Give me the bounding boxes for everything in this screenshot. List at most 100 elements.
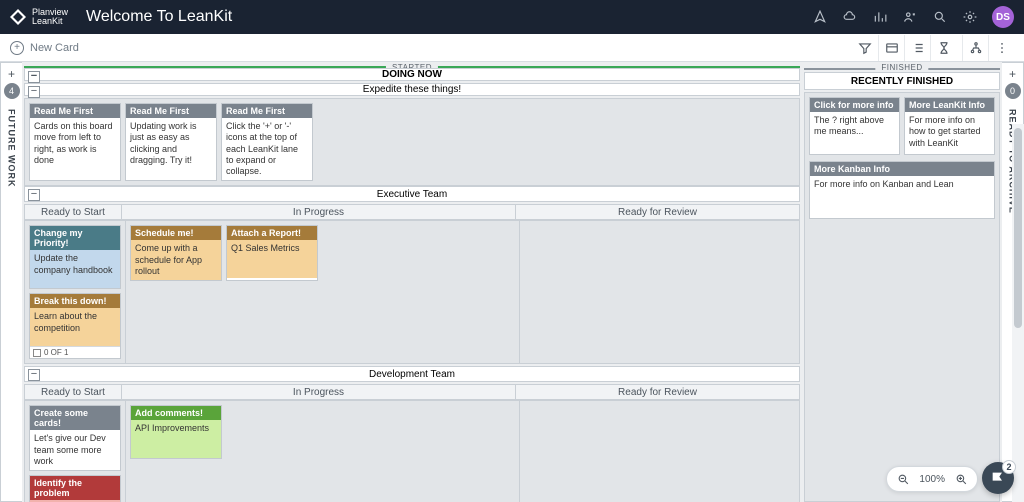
new-card-label: New Card (30, 42, 79, 54)
sublane-review[interactable]: Ready for Review (516, 384, 800, 400)
help-button[interactable]: 2 (982, 462, 1014, 494)
toolbar: + New Card (0, 34, 1024, 62)
rail-expand-icon[interactable]: + (1006, 67, 1020, 81)
dev-ready-col[interactable]: Create some cards!Let's give our Dev tea… (24, 400, 126, 502)
logo[interactable]: Planview LeanKit (10, 8, 68, 26)
card-title: Read Me First (30, 104, 120, 118)
sublane-ready[interactable]: Ready to Start (24, 384, 122, 400)
section-started: STARTED − DOING NOW − Expedite these thi… (24, 66, 800, 502)
more-icon[interactable] (988, 35, 1014, 61)
team-exec-title: Executive Team (377, 189, 447, 200)
lane-finished-title: RECENTLY FINISHED (851, 76, 953, 87)
hierarchy-icon[interactable] (962, 35, 988, 61)
lane-doing-now: − DOING NOW (24, 68, 800, 81)
card-body: Update the company handbook (30, 250, 120, 288)
kanban-card[interactable]: Click for more infoThe ? right above me … (809, 97, 900, 155)
collapse-icon[interactable]: − (28, 86, 40, 98)
compass-icon[interactable] (812, 9, 828, 25)
checkbox-icon[interactable] (33, 349, 41, 357)
card-title: Add comments! (131, 406, 221, 420)
finished-label: FINISHED (875, 63, 928, 72)
team-dev-title: Development Team (369, 369, 455, 380)
kanban-card[interactable]: More LeanKit InfoFor more info on how to… (904, 97, 995, 155)
exec-progress-col[interactable]: Schedule me!Come up with a schedule for … (126, 220, 520, 364)
zoom-in-icon[interactable] (953, 471, 969, 487)
card-title: Change my Priority! (30, 226, 120, 250)
filter-icon[interactable] (852, 35, 878, 61)
section-finished: FINISHED RECENTLY FINISHED Click for mor… (804, 66, 1000, 502)
kanban-card[interactable]: Read Me FirstUpdating work is just as ea… (125, 103, 217, 181)
sublane-progress[interactable]: In Progress (122, 384, 516, 400)
search-icon[interactable] (932, 9, 948, 25)
card-title: More LeanKit Info (905, 98, 994, 112)
scroll-thumb[interactable] (1014, 128, 1022, 328)
finished-lane-body[interactable]: Click for more infoThe ? right above me … (804, 92, 1000, 502)
plus-icon: + (10, 41, 24, 55)
kanban-card[interactable]: More Kanban InfoFor more info on Kanban … (809, 161, 995, 219)
settings-icon[interactable] (962, 9, 978, 25)
cloud-icon[interactable] (842, 9, 858, 25)
zoom-level: 100% (919, 474, 945, 485)
help-count-badge: 2 (1002, 460, 1016, 474)
chart-icon[interactable] (872, 9, 888, 25)
hourglass-icon[interactable] (930, 35, 956, 61)
app-header: Planview LeanKit Welcome To LeanKit DS (0, 0, 1024, 34)
kanban-card[interactable]: Identify the problemFind the hidden risk (29, 475, 121, 502)
exec-review-col[interactable] (520, 220, 800, 364)
rail-expand-icon[interactable]: + (5, 67, 19, 81)
card-body: For more info on how to get started with… (905, 112, 994, 154)
people-icon[interactable] (902, 9, 918, 25)
user-avatar[interactable]: DS (992, 6, 1014, 28)
zoom-out-icon[interactable] (895, 471, 911, 487)
dev-review-col[interactable] (520, 400, 800, 502)
board: + 4 FUTURE WORK STARTED − DOING NOW − Ex… (0, 62, 1024, 502)
dev-progress-col[interactable]: Add comments!API Improvements (126, 400, 520, 502)
toolbar-actions (852, 35, 1014, 61)
collapse-icon[interactable]: − (28, 71, 40, 83)
kanban-card[interactable]: Read Me FirstClick the '+' or '-' icons … (221, 103, 313, 181)
lane-doing-now-title: DOING NOW (382, 69, 442, 80)
lane-expedite-title: Expedite these things! (363, 84, 461, 95)
kanban-card[interactable]: Add comments!API Improvements (130, 405, 222, 459)
sublane-review[interactable]: Ready for Review (516, 204, 800, 220)
logo-mark-icon (10, 9, 26, 25)
rail-future-work[interactable]: + 4 FUTURE WORK (0, 62, 22, 502)
card-body: Come up with a schedule for App rollout (131, 240, 221, 280)
kanban-card[interactable]: Schedule me!Come up with a schedule for … (130, 225, 222, 281)
team-executive: − Executive Team Ready to Start In Progr… (24, 186, 800, 364)
card-footer: 0 OF 1 (30, 346, 120, 358)
kanban-card[interactable]: Break this down!Learn about the competit… (29, 293, 121, 359)
card-title: Break this down! (30, 294, 120, 308)
exec-ready-col[interactable]: Change my Priority!Update the company ha… (24, 220, 126, 364)
new-card-button[interactable]: + New Card (10, 41, 79, 55)
expedite-lane-body[interactable]: Read Me FirstCards on this board move fr… (24, 98, 800, 186)
header-actions: DS (812, 6, 1014, 28)
kanban-card[interactable]: Attach a Report!Q1 Sales Metrics (226, 225, 318, 281)
board-title: Welcome To LeanKit (86, 8, 232, 26)
sublane-progress[interactable]: In Progress (122, 204, 516, 220)
list-icon[interactable] (904, 35, 930, 61)
finished-row: Click for more infoThe ? right above me … (809, 97, 995, 155)
vertical-scrollbar[interactable] (1012, 124, 1024, 502)
card-body: Learn about the competition (30, 308, 120, 346)
zoom-control: 100% (886, 466, 978, 492)
card-body: The ? right above me means... (810, 112, 899, 154)
finished-row: More Kanban InfoFor more info on Kanban … (809, 161, 995, 219)
kanban-card[interactable]: Change my Priority!Update the company ha… (29, 225, 121, 289)
card-body: API Improvements (131, 420, 221, 458)
collapse-icon[interactable]: − (28, 369, 40, 381)
rail-right-count: 0 (1005, 83, 1021, 99)
kanban-card[interactable]: Create some cards!Let's give our Dev tea… (29, 405, 121, 471)
card-title: More Kanban Info (810, 162, 994, 176)
card-title: Attach a Report! (227, 226, 317, 240)
card-title: Click for more info (810, 98, 899, 112)
sublane-ready[interactable]: Ready to Start (24, 204, 122, 220)
card-body: Q1 Sales Metrics (227, 240, 317, 278)
card-title: Read Me First (222, 104, 312, 118)
card-body: Updating work is just as easy as clickin… (126, 118, 216, 169)
card-title: Read Me First (126, 104, 216, 118)
lane-recently-finished: RECENTLY FINISHED (804, 72, 1000, 90)
kanban-card[interactable]: Read Me FirstCards on this board move fr… (29, 103, 121, 181)
card-view-icon[interactable] (878, 35, 904, 61)
collapse-icon[interactable]: − (28, 189, 40, 201)
